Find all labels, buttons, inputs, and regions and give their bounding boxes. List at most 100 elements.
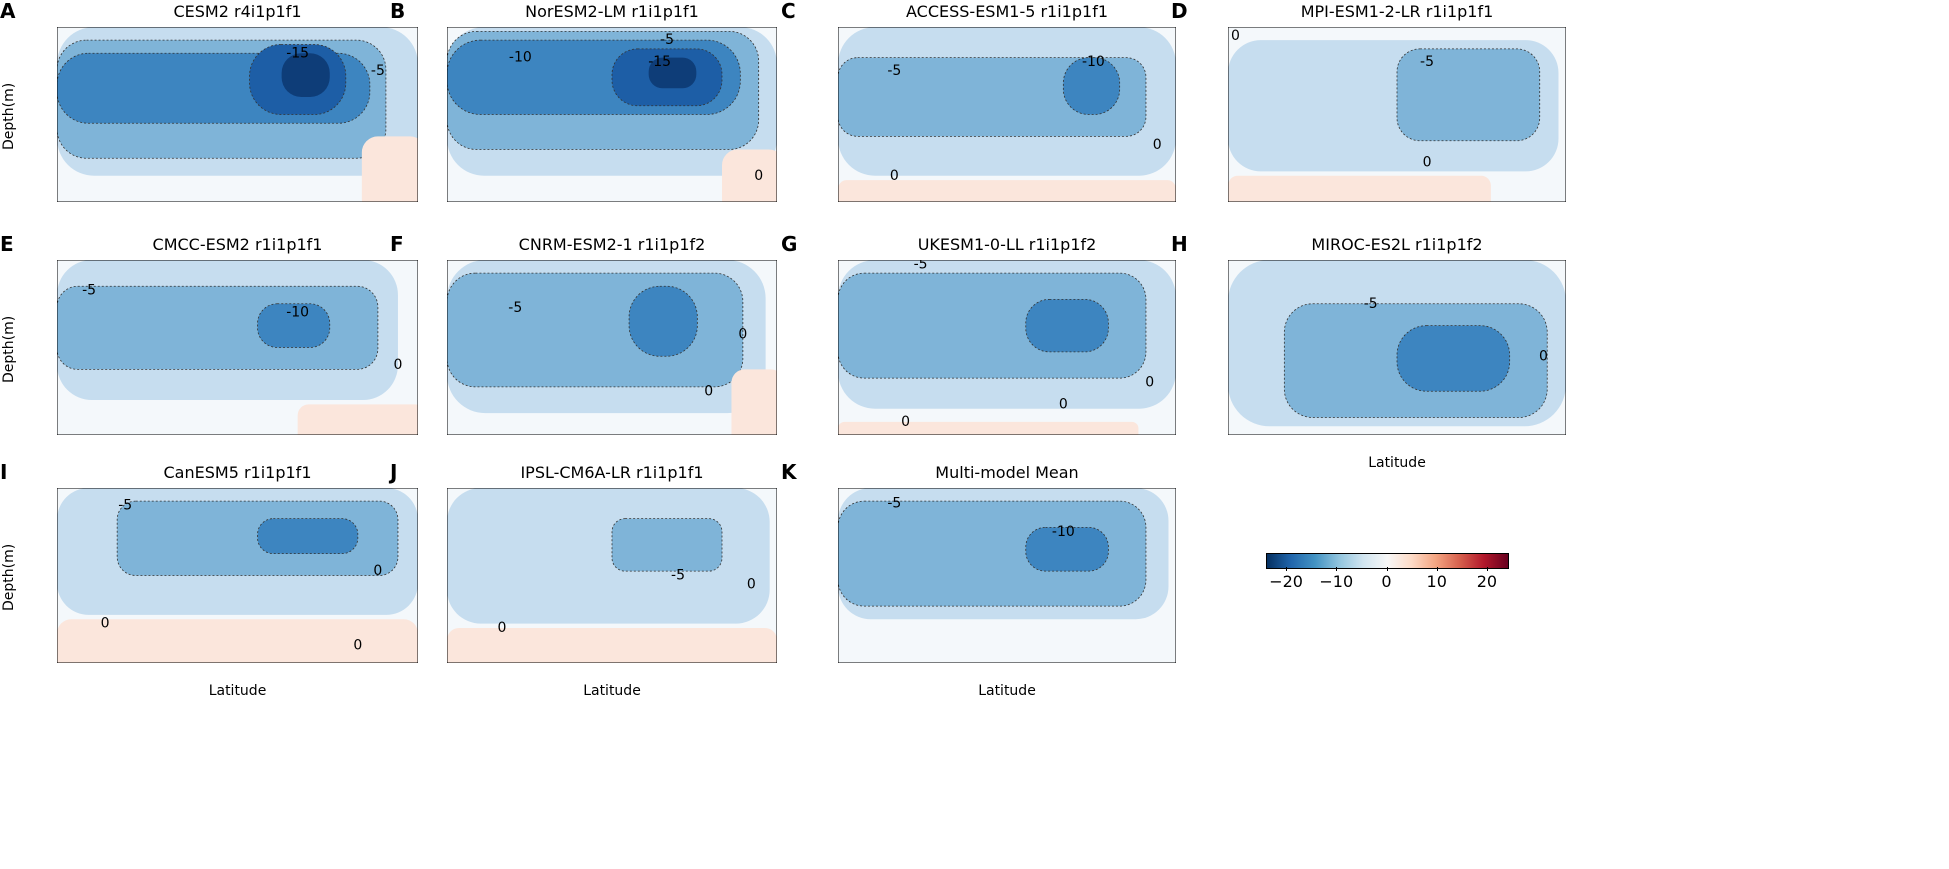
colorbar-tick-label: 10: [1426, 572, 1447, 591]
contour-label: 0: [1153, 137, 1162, 153]
contour-label: -15: [286, 45, 309, 61]
contour-region-1: [731, 369, 777, 435]
panel-title: UKESM1-0-LL r1i1p1f2: [917, 235, 1097, 254]
contour-label: -5: [82, 283, 96, 299]
panel-J-plot: -500−20020406001000200030004000: [447, 488, 777, 663]
panel-title: CanESM5 r1i1p1f1: [163, 463, 312, 482]
contour-label: 0: [747, 576, 756, 592]
contour-label: 0: [393, 357, 402, 373]
contour-region--10: [257, 303, 331, 348]
contour-label: -15: [648, 54, 671, 70]
panel-letter: E: [0, 232, 14, 256]
panel-title: MPI-ESM1-2-LR r1i1p1f1: [1300, 2, 1494, 21]
contour-label: 0: [704, 383, 713, 399]
colorbar-tick-label: 20: [1476, 572, 1498, 591]
contour-label: -5: [508, 300, 522, 316]
contour-label: 0: [754, 168, 763, 184]
contour-label: -10: [1052, 524, 1075, 540]
contour-label: -5: [371, 63, 385, 79]
panel-title: ACCESS-ESM1-5 r1i1p1f1: [905, 2, 1109, 21]
x-axis-label: Latitude: [583, 683, 641, 699]
panel-title: Multi-model Mean: [935, 463, 1079, 482]
panel-letter: D: [1171, 0, 1188, 23]
contour-region--5: [611, 518, 723, 572]
x-axis-label: Latitude: [208, 683, 267, 699]
contour-label: 0: [373, 563, 382, 579]
contour-label: -5: [1420, 54, 1434, 70]
panel-letter: B: [390, 0, 406, 23]
panel-letter: I: [0, 460, 8, 484]
panel-title: CNRM-ESM2-1 r1i1p1f2: [518, 235, 706, 254]
panel-E-plot: -5-100−20020406001000200030004000: [57, 260, 418, 435]
contour-region--20: [648, 57, 697, 89]
contour-label: -5: [118, 498, 132, 514]
colorbar: [1266, 553, 1509, 569]
panel-A-plot: -15-5−20020406001000200030004000: [57, 27, 418, 202]
colorbar-tick: [1286, 567, 1288, 571]
panel-letter: K: [781, 460, 797, 484]
contour-region--10: [1025, 526, 1109, 572]
contour-region-1: [1228, 175, 1491, 202]
contour-label: 0: [101, 616, 110, 632]
contour-label: -5: [1364, 296, 1378, 312]
colorbar-tick: [1486, 567, 1488, 571]
contour-region--5: [447, 272, 744, 388]
panel-title: IPSL-CM6A-LR r1i1p1f1: [520, 463, 704, 482]
contour-label: 0: [1231, 28, 1240, 44]
y-axis-label: Depth(m): [1, 543, 17, 611]
contour-label: 0: [1059, 396, 1068, 412]
y-axis-label: Depth(m): [1, 315, 17, 383]
x-axis-label: Latitude: [978, 683, 1036, 699]
contour-region--10: [1025, 298, 1109, 353]
contour-label: -10: [509, 50, 532, 66]
contour-region-1: [361, 136, 418, 202]
contour-region--10: [1062, 57, 1121, 115]
panel-title: MIROC-ES2L r1i1p1f2: [1311, 235, 1483, 254]
panel-B-plot: -5-10-150−20020406001000200030004000: [447, 27, 777, 202]
panel-title: CMCC-ESM2 r1i1p1f1: [152, 235, 323, 254]
contour-region-1: [838, 421, 1139, 435]
contour-region--10: [1396, 325, 1511, 392]
colorbar-tick: [1386, 567, 1388, 571]
panel-title: CESM2 r4i1p1f1: [173, 2, 302, 21]
panel-H-plot: -50−20020406001000200030004000: [1228, 260, 1566, 435]
panel-title: NorESM2-LM r1i1p1f1: [525, 2, 699, 21]
contour-label: -10: [286, 305, 309, 321]
contour-label: 0: [1539, 348, 1548, 364]
contour-label: 0: [1423, 155, 1432, 171]
contour-region--5: [1396, 48, 1541, 142]
contour-region-1: [297, 404, 418, 435]
contour-label: -10: [1082, 54, 1105, 70]
contour-label: 0: [901, 414, 910, 430]
x-axis-label: Latitude: [1368, 455, 1426, 471]
contour-label: 0: [738, 326, 747, 342]
panel-letter: A: [0, 0, 16, 23]
colorbar-tick-label: −20: [1269, 572, 1303, 591]
colorbar-tick-label: 0: [1381, 572, 1392, 591]
panel-D-plot: 0-50−20020406001000200030004000: [1228, 27, 1566, 202]
panel-letter: H: [1171, 232, 1188, 256]
contour-label: 0: [890, 168, 899, 184]
colorbar-tick-label: −10: [1319, 572, 1354, 591]
contour-label: -5: [660, 32, 674, 48]
panel-letter: C: [781, 0, 796, 23]
panel-K-plot: -5-10−20020406001000200030004000: [838, 488, 1176, 663]
contour-label: -5: [671, 568, 685, 584]
panel-letter: J: [390, 460, 398, 484]
contour-region-1: [838, 180, 1176, 202]
panel-F-plot: -500120140160180200220240010002000300040…: [447, 260, 777, 435]
y-axis-label: Depth(m): [1, 82, 17, 150]
panel-letter: G: [781, 232, 798, 256]
contour-region-1: [447, 628, 777, 663]
colorbar-tick: [1336, 567, 1338, 571]
contour-label: -5: [914, 260, 928, 272]
contour-region--10: [257, 518, 359, 555]
panel-letter: F: [390, 232, 404, 256]
contour-region--20: [281, 53, 330, 97]
contour-region-1: [722, 149, 777, 202]
contour-label: -5: [887, 495, 901, 511]
